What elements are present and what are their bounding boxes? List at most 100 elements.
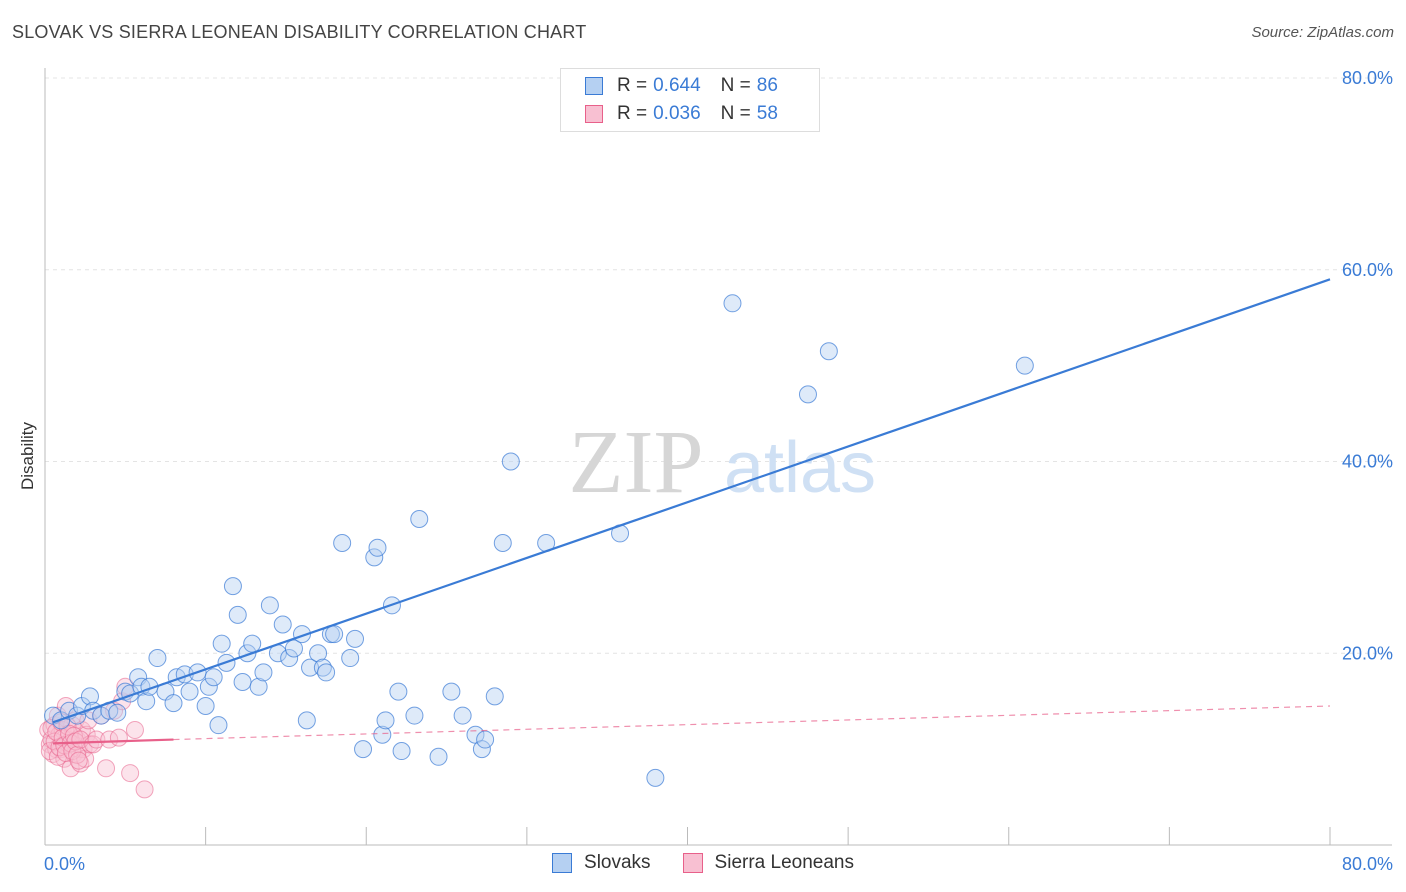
slovak-point (284, 639, 303, 658)
slovak-point (341, 649, 360, 668)
slovak-point (429, 747, 448, 766)
slovak-point (368, 538, 387, 557)
slovak-point (204, 668, 223, 687)
slovak-point (228, 605, 247, 624)
sierra-leonean-point (97, 759, 116, 778)
sierra-leoneans-r-value: 0.036 (653, 103, 701, 124)
sierra-leoneans-trend-line (52, 738, 174, 745)
slovak-point (405, 706, 424, 725)
r-label: R = (617, 75, 648, 96)
slovak-point (137, 692, 156, 711)
slovak-point (309, 644, 328, 663)
chart-title: SLOVAK VS SIERRA LEONEAN DISABILITY CORR… (12, 22, 587, 42)
n-label: N = (720, 75, 751, 96)
gridlines (45, 77, 1392, 654)
sierra-leoneans-legend-label: Sierra Leoneans (714, 852, 854, 873)
slovak-point (373, 725, 392, 744)
slovaks-legend-label: Slovaks (584, 852, 651, 873)
slovaks-r-value: 0.644 (653, 75, 701, 96)
watermark: ZIP atlas (569, 413, 877, 512)
slovak-point (280, 649, 299, 668)
r-label: R = (617, 103, 648, 124)
slovak-point (365, 548, 384, 567)
sierra-leoneans-n-value: 58 (756, 103, 778, 124)
slovak-point (646, 768, 665, 787)
slovak-point (212, 634, 231, 653)
slovak-point (209, 716, 228, 735)
sierra-leonean-point (135, 780, 154, 799)
stats-legend: R = 0.644 N = 86 R = 0.036 N = 58 (560, 68, 820, 132)
slovak-point (354, 740, 373, 759)
slovak-point (148, 649, 167, 668)
slovak-point (260, 596, 279, 615)
sierra-leoneans-swatch (585, 105, 603, 123)
slovak-point (243, 634, 262, 653)
slovak-point (108, 703, 127, 722)
slovak-point (501, 452, 520, 471)
x-tick-label-max: 80.0% (1342, 854, 1393, 874)
sierra-leonean-points (39, 677, 154, 799)
slovak-point (196, 696, 215, 715)
legend-item-sierra-leoneans[interactable]: Sierra Leoneans (682, 852, 854, 874)
slovak-point (819, 342, 838, 361)
slovak-point (476, 730, 495, 749)
slovak-point (346, 629, 365, 648)
tick-labels: 20.0% 40.0% 60.0% 80.0% 0.0% 80.0% (44, 68, 1393, 874)
legend-row-sierra-leoneans: R = 0.036 N = 58 (585, 102, 784, 126)
slovak-point (472, 740, 491, 759)
legend-row-slovaks: R = 0.644 N = 86 (585, 74, 784, 98)
slovak-points (44, 294, 1034, 787)
y-axis-label: Disability (18, 421, 37, 490)
slovak-point (80, 687, 99, 706)
slovak-point (485, 687, 504, 706)
slovak-point (313, 658, 332, 677)
slovak-point (1015, 356, 1034, 375)
sierra-leonean-point (87, 730, 106, 749)
slovaks-swatch (585, 77, 603, 95)
slovak-point (223, 577, 242, 596)
slovak-point (249, 677, 268, 696)
axes (44, 68, 1392, 846)
slovak-point (392, 742, 411, 761)
slovak-point (273, 615, 292, 634)
slovak-point (317, 663, 336, 682)
sierra-leonean-point (109, 728, 128, 747)
slovak-point (376, 711, 395, 730)
sierra-leoneans-legend-swatch (682, 853, 703, 873)
slovak-point (493, 533, 512, 552)
slovak-point (389, 682, 408, 701)
slovak-point (254, 663, 273, 682)
slovak-point (723, 294, 742, 313)
slovak-point (453, 706, 472, 725)
slovak-point (199, 677, 218, 696)
slovak-point (180, 682, 199, 701)
slovaks-n-value: 86 (756, 75, 778, 96)
source-label: Source: ZipAtlas.com (1251, 24, 1394, 41)
n-label: N = (720, 103, 751, 124)
y-tick-label-80: 80.0% (1342, 68, 1393, 88)
sierra-leonean-point (69, 751, 88, 770)
slovak-point (325, 625, 344, 644)
y-tick-label-20: 20.0% (1342, 643, 1393, 663)
slovak-point (333, 533, 352, 552)
slovak-point (798, 385, 817, 404)
watermark-zip: ZIP (569, 413, 704, 512)
sierra-leonean-point (121, 764, 140, 783)
y-tick-label-60: 60.0% (1342, 260, 1393, 280)
trend-lines (52, 278, 1331, 745)
legend-item-slovaks[interactable]: Slovaks (552, 852, 651, 874)
sierra-leoneans-trend-line-dashed (173, 705, 1331, 741)
x-tick-label-min: 0.0% (44, 854, 85, 874)
slovak-point (410, 510, 429, 529)
sierra-leonean-point (125, 720, 144, 739)
y-tick-label-40: 40.0% (1342, 452, 1393, 472)
slovak-point (233, 673, 252, 692)
slovak-point (164, 694, 183, 713)
slovaks-legend-swatch (552, 853, 573, 873)
slovak-point (297, 711, 316, 730)
watermark-atlas: atlas (724, 428, 876, 508)
slovaks-trend-line (52, 278, 1331, 724)
series-legend: Slovaks Sierra Leoneans (0, 852, 1406, 874)
slovak-point (442, 682, 461, 701)
